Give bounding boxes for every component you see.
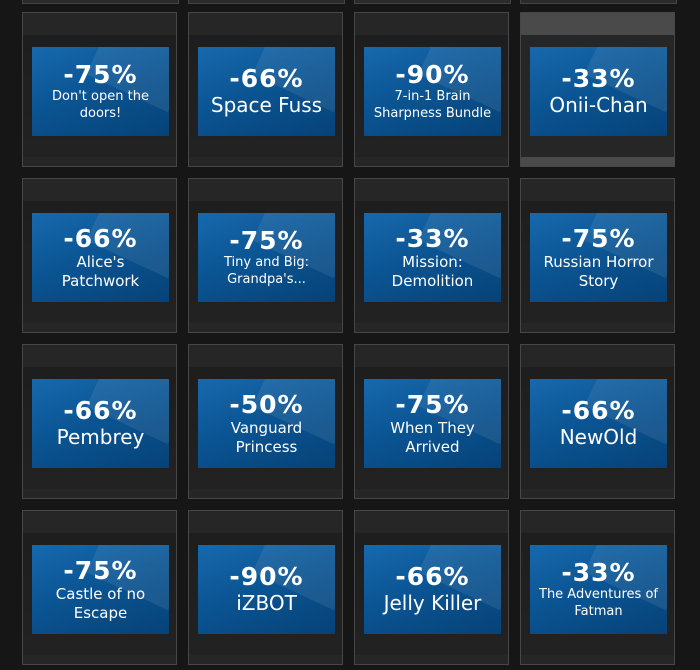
game-tile[interactable]: -66% Jelly Killer [354, 510, 509, 665]
game-tile[interactable]: -75% Don't open the doors! [22, 12, 177, 167]
discount-badge[interactable]: -33% Mission: Demolition [364, 213, 501, 302]
game-tile[interactable]: -33% The Adventures of Fatman [520, 510, 675, 665]
discount-badge[interactable]: -66% Pembrey [32, 379, 169, 468]
game-name: NewOld [559, 425, 638, 449]
tile-edge [188, 0, 345, 4]
discount-text: -33% [561, 64, 636, 93]
game-tile[interactable]: -66% Space Fuss [188, 12, 343, 167]
game-name: iZBOT [236, 591, 297, 615]
discount-text: -75% [395, 389, 470, 419]
discount-badge[interactable]: -90% iZBOT [198, 545, 335, 634]
game-tile[interactable]: -66% Alice's Patchwork [22, 178, 177, 333]
game-name: Mission: Demolition [391, 252, 474, 290]
discount-badge[interactable]: -66% Space Fuss [198, 47, 335, 136]
discount-text: -50% [229, 389, 304, 419]
discount-text: -90% [229, 562, 304, 591]
game-name: Onii-Chan [549, 93, 648, 117]
game-tile[interactable]: -66% NewOld [520, 344, 675, 499]
game-name: Castle of no Escape [55, 584, 146, 622]
discount-badge[interactable]: -75% Castle of no Escape [32, 545, 169, 634]
game-name: Don't open the doors! [52, 89, 149, 121]
discount-badge[interactable]: -66% Alice's Patchwork [32, 213, 169, 302]
discount-text: -66% [63, 223, 138, 253]
game-tile[interactable]: -75% Russian Horror Story [520, 178, 675, 333]
game-name: Tiny and Big: Grandpa's... [224, 255, 309, 287]
discount-badge[interactable]: -50% Vanguard Princess [198, 379, 335, 468]
game-name: Alice's Patchwork [61, 252, 140, 290]
game-tile[interactable]: -90% iZBOT [188, 510, 343, 665]
game-tile[interactable]: -75% Castle of no Escape [22, 510, 177, 665]
game-name: When They Arrived [390, 418, 475, 456]
discount-text: -66% [63, 396, 138, 425]
discount-text: -33% [561, 558, 636, 588]
game-name: Russian Horror Story [543, 252, 654, 290]
discount-text: -75% [63, 555, 138, 585]
game-name: Space Fuss [210, 93, 323, 117]
game-tile[interactable]: -50% Vanguard Princess [188, 344, 343, 499]
game-tile[interactable]: -33% Mission: Demolition [354, 178, 509, 333]
discount-badge[interactable]: -75% Tiny and Big: Grandpa's... [198, 213, 335, 302]
game-name: Jelly Killer [383, 591, 482, 615]
discount-text: -75% [561, 223, 636, 253]
discount-badge[interactable]: -75% Don't open the doors! [32, 47, 169, 136]
discount-text: -33% [395, 223, 470, 253]
discount-text: -75% [63, 60, 138, 90]
discount-badge[interactable]: -75% When They Arrived [364, 379, 501, 468]
tile-edge [520, 0, 677, 4]
discount-badge[interactable]: -33% Onii-Chan [530, 47, 667, 136]
discount-badge[interactable]: -75% Russian Horror Story [530, 213, 667, 302]
discount-text: -75% [229, 226, 304, 256]
game-tile[interactable]: -75% When They Arrived [354, 344, 509, 499]
game-tile[interactable]: -33% Onii-Chan [520, 12, 675, 167]
tile-edge [22, 0, 179, 4]
discount-text: -66% [229, 64, 304, 93]
discount-badge[interactable]: -66% NewOld [530, 379, 667, 468]
discount-text: -90% [395, 60, 470, 90]
discount-text: -66% [561, 396, 636, 425]
discount-badge[interactable]: -90% 7-in-1 Brain Sharpness Bundle [364, 47, 501, 136]
discount-badge[interactable]: -33% The Adventures of Fatman [530, 545, 667, 634]
game-name: Vanguard Princess [230, 418, 303, 456]
game-tile[interactable]: -90% 7-in-1 Brain Sharpness Bundle [354, 12, 509, 167]
game-name: 7-in-1 Brain Sharpness Bundle [373, 89, 492, 121]
game-tile[interactable]: -66% Pembrey [22, 344, 177, 499]
tile-edge [354, 0, 511, 4]
game-name: Pembrey [56, 425, 145, 449]
game-name: The Adventures of Fatman [539, 587, 658, 619]
discount-badge[interactable]: -66% Jelly Killer [364, 545, 501, 634]
game-tile[interactable]: -75% Tiny and Big: Grandpa's... [188, 178, 343, 333]
discount-text: -66% [395, 562, 470, 591]
